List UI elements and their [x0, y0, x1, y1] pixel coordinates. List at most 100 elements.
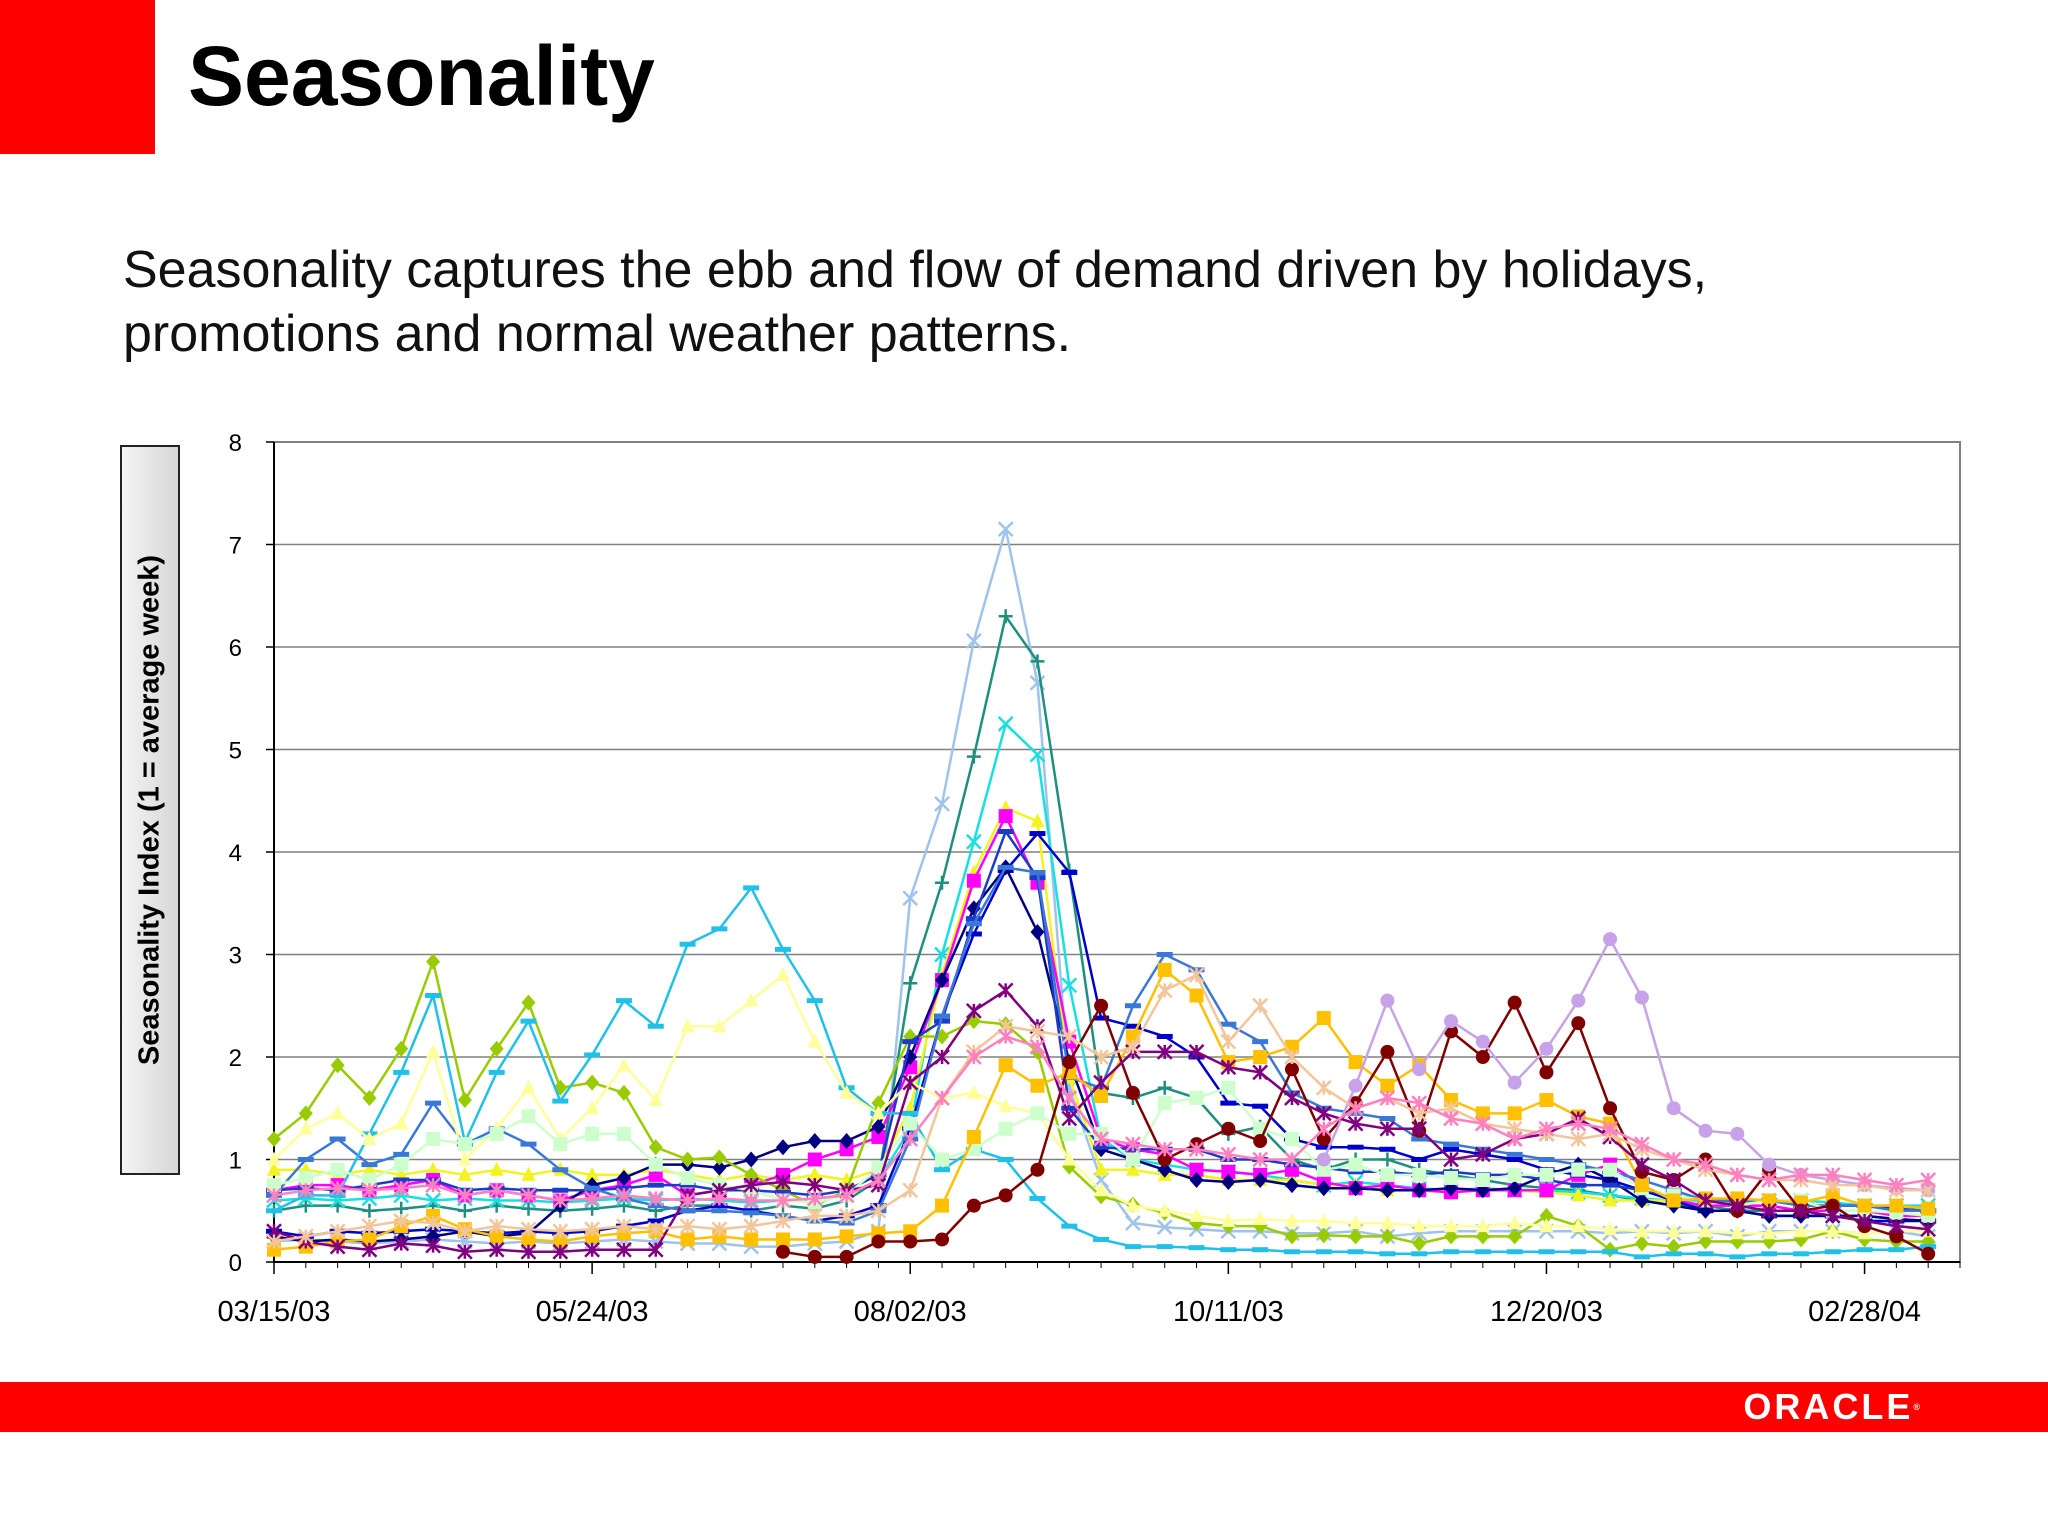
data-point — [1570, 1131, 1587, 1147]
data-point — [871, 1118, 886, 1135]
data-point — [361, 1218, 378, 1235]
data-point — [647, 1182, 664, 1188]
data-point — [1093, 1049, 1109, 1065]
data-point — [774, 1189, 791, 1195]
data-point — [1156, 1034, 1173, 1039]
data-point — [807, 1166, 822, 1181]
data-point — [744, 992, 759, 1007]
data-point — [935, 1152, 950, 1167]
data-point — [361, 1162, 378, 1168]
data-point — [489, 1126, 504, 1141]
data-point — [1253, 1210, 1268, 1225]
data-point — [744, 1166, 759, 1183]
data-point — [839, 1229, 854, 1244]
data-point — [902, 1131, 919, 1147]
data-point — [1762, 1193, 1777, 1208]
data-point — [425, 1237, 441, 1254]
data-point — [1380, 1044, 1395, 1059]
data-point — [1412, 1182, 1427, 1199]
data-point — [966, 1129, 981, 1144]
data-point — [362, 1173, 377, 1187]
data-point — [1411, 1120, 1428, 1137]
data-point — [552, 1098, 569, 1104]
data-point — [1061, 870, 1078, 875]
data-point — [1157, 1152, 1172, 1167]
data-point — [1062, 1126, 1077, 1141]
data-point — [1666, 1101, 1681, 1116]
data-point — [1029, 746, 1046, 763]
data-point — [616, 1084, 631, 1101]
data-point — [1412, 1062, 1427, 1077]
data-point — [1539, 1167, 1554, 1182]
data-point — [1316, 1132, 1331, 1146]
data-point — [489, 1229, 504, 1244]
data-point — [743, 1177, 760, 1194]
data-point — [679, 941, 696, 947]
data-point — [1379, 1146, 1396, 1152]
data-point — [711, 1221, 728, 1238]
data-point — [1347, 1169, 1364, 1175]
data-point — [456, 1223, 473, 1240]
data-point — [553, 1234, 568, 1249]
data-point — [1603, 1162, 1618, 1177]
data-point — [806, 1177, 823, 1194]
data-point — [648, 1157, 663, 1172]
data-point — [426, 1132, 441, 1146]
data-point — [552, 1187, 569, 1193]
data-point — [1761, 1202, 1778, 1219]
data-point — [425, 1100, 442, 1106]
data-point — [393, 1151, 410, 1157]
data-point — [1443, 1141, 1460, 1147]
data-point — [1380, 993, 1395, 1008]
data-point — [743, 885, 760, 891]
data-point — [712, 1159, 727, 1176]
footer-bar: ORACLE® — [0, 1382, 2048, 1432]
data-point — [1093, 1131, 1109, 1147]
data-point — [1348, 1055, 1363, 1070]
data-point — [521, 1109, 536, 1124]
data-point — [934, 1049, 950, 1065]
data-point — [1539, 1041, 1554, 1056]
data-point — [712, 1018, 727, 1033]
data-point — [965, 916, 982, 922]
data-point — [679, 1182, 696, 1188]
data-point — [1411, 1136, 1428, 1142]
data-point — [965, 632, 982, 649]
data-point — [267, 1131, 281, 1147]
data-point — [965, 1049, 982, 1065]
data-point — [266, 1233, 282, 1250]
y-tick-label: 4 — [229, 840, 242, 867]
data-point — [1030, 923, 1045, 940]
data-point — [1252, 997, 1269, 1014]
data-point — [1444, 1014, 1459, 1029]
data-point — [966, 873, 981, 888]
data-point — [1284, 1062, 1299, 1077]
data-point — [456, 1187, 473, 1204]
data-point — [585, 1126, 600, 1141]
data-point — [1062, 1055, 1077, 1070]
data-point — [1665, 1172, 1682, 1188]
data-point — [1571, 1218, 1586, 1233]
data-point — [1475, 1173, 1490, 1187]
data-point — [647, 1203, 664, 1209]
data-point — [361, 1241, 378, 1258]
data-point — [1156, 1244, 1173, 1250]
data-point — [965, 931, 982, 937]
data-point — [1411, 1157, 1428, 1162]
data-point — [1094, 1161, 1109, 1176]
data-point — [1475, 1106, 1490, 1121]
data-point — [839, 1142, 854, 1157]
data-point — [1507, 1215, 1522, 1230]
data-point — [1602, 1182, 1619, 1188]
y-tick-label: 0 — [229, 1250, 242, 1277]
data-point — [966, 1198, 981, 1213]
data-point — [1475, 1034, 1490, 1049]
data-point — [1316, 1011, 1331, 1026]
data-point — [1571, 1016, 1586, 1031]
data-point — [1824, 1166, 1841, 1183]
data-point — [1793, 1202, 1809, 1219]
data-point — [425, 993, 442, 998]
data-point — [902, 1110, 919, 1116]
data-point — [1189, 988, 1204, 1003]
y-tick-label: 8 — [229, 430, 242, 457]
